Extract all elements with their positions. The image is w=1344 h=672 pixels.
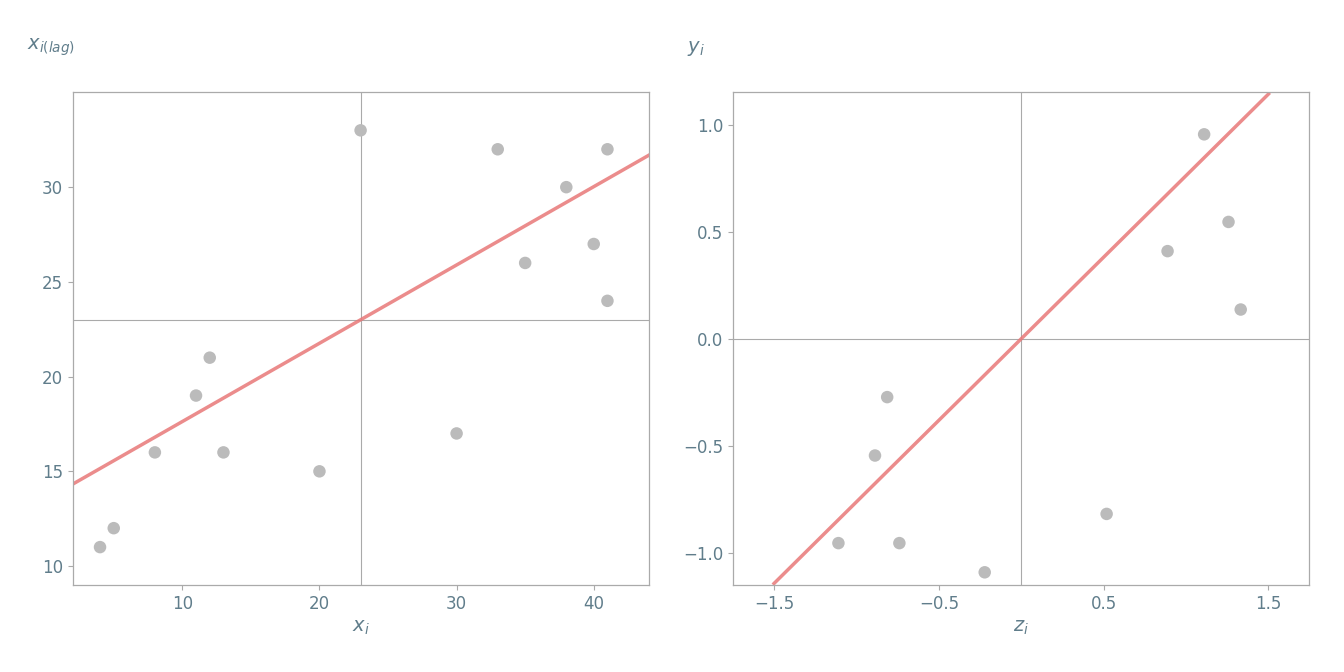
Point — [515, 257, 536, 268]
Point — [1011, 42, 1032, 52]
Point — [185, 390, 207, 401]
Point — [1133, 71, 1154, 81]
Point — [212, 447, 234, 458]
Point — [792, 655, 813, 665]
X-axis label: $x_i$: $x_i$ — [352, 618, 370, 637]
Point — [864, 450, 886, 461]
Point — [487, 144, 508, 155]
Point — [597, 144, 618, 155]
Point — [89, 542, 110, 552]
Point — [1193, 129, 1215, 140]
Point — [144, 447, 165, 458]
Point — [309, 466, 331, 476]
Point — [876, 392, 898, 403]
Point — [974, 567, 996, 578]
Point — [1157, 246, 1179, 257]
Point — [1230, 71, 1251, 81]
X-axis label: $z_i$: $z_i$ — [1013, 618, 1030, 637]
Text: $x_{i(lag)}$: $x_{i(lag)}$ — [27, 36, 75, 58]
Point — [1095, 509, 1117, 519]
Text: $y_i$: $y_i$ — [687, 39, 706, 58]
Point — [828, 538, 849, 548]
Point — [888, 538, 910, 548]
Point — [1230, 304, 1251, 315]
Point — [1218, 216, 1239, 227]
Point — [555, 182, 577, 193]
Point — [349, 125, 371, 136]
Point — [199, 352, 220, 363]
Point — [446, 428, 468, 439]
Point — [103, 523, 125, 534]
Point — [597, 296, 618, 306]
Point — [583, 239, 605, 249]
